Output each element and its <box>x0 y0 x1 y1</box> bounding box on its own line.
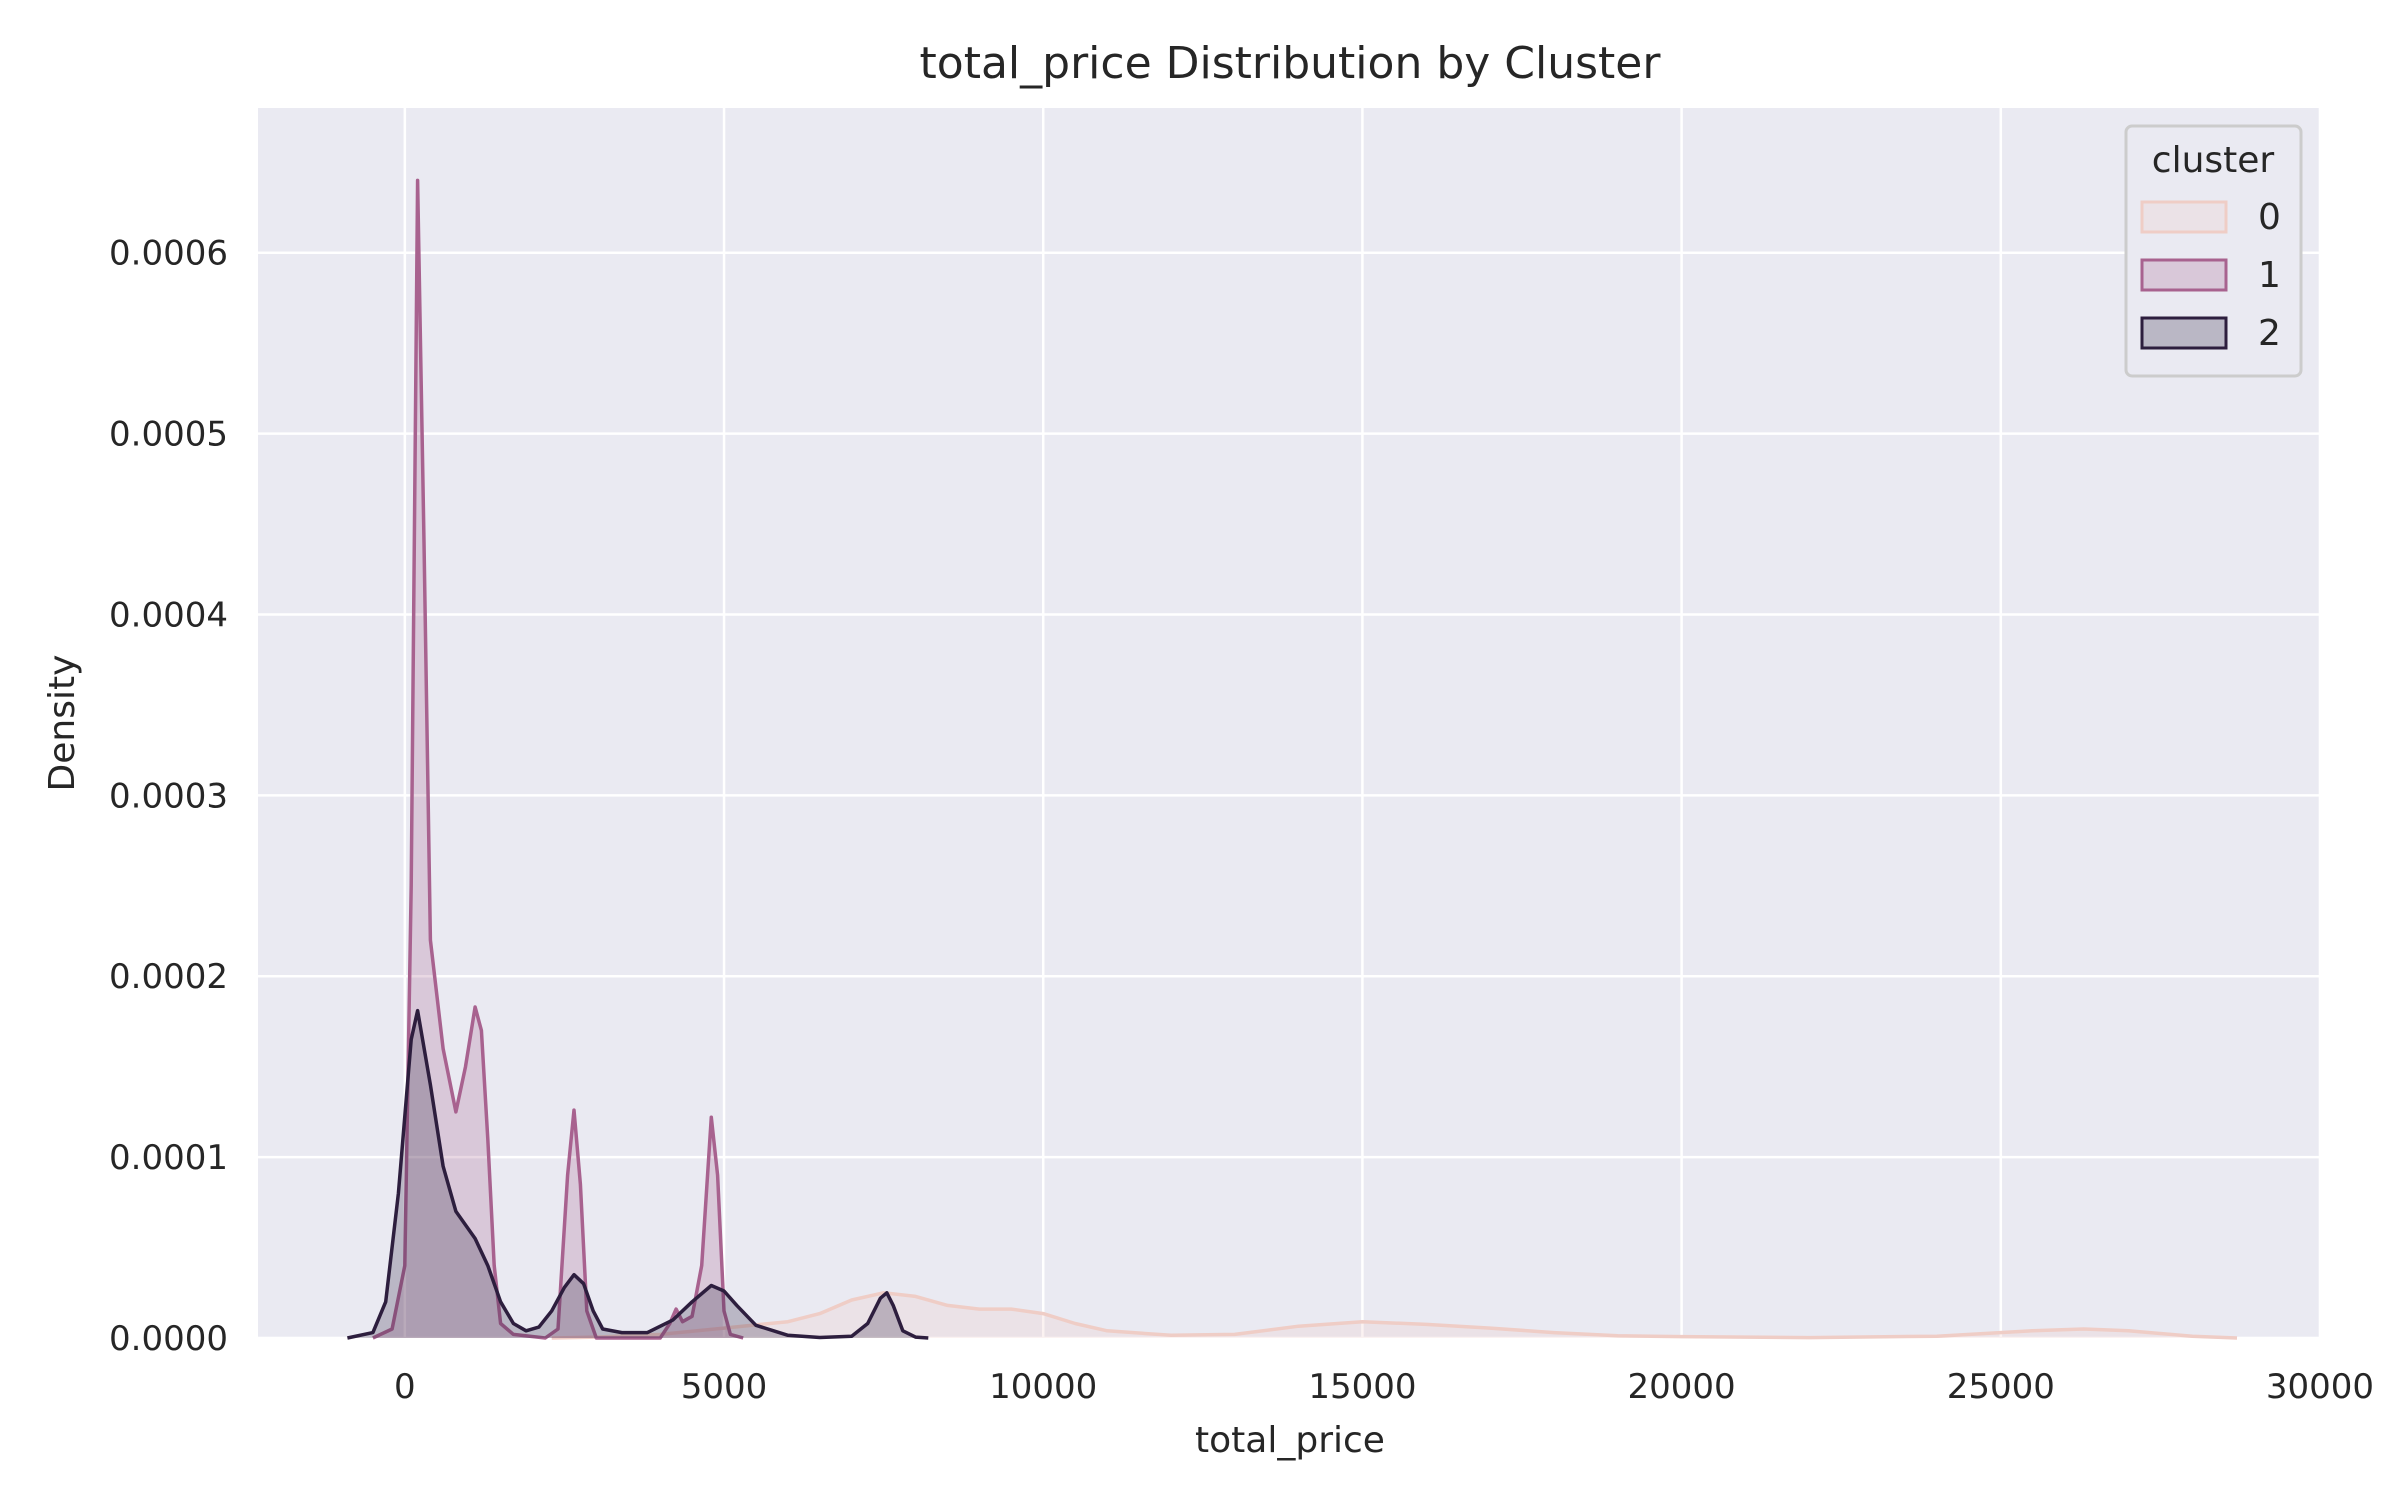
x-tick-label: 10000 <box>989 1367 1097 1407</box>
x-tick-label: 30000 <box>2266 1367 2374 1407</box>
legend-frame <box>2124 124 2303 378</box>
legend-swatch <box>2140 258 2228 292</box>
legend-item-cluster-1: 1 <box>2140 255 2281 296</box>
legend-items: 0 1 2 <box>2140 197 2281 354</box>
x-tick-label: 15000 <box>1308 1367 1416 1407</box>
legend-title: cluster <box>2152 140 2275 181</box>
y-tick-label: 0.0000 <box>109 1319 228 1359</box>
x-tick-labels: 0 5000 10000 15000 20000 25000 30000 <box>394 1367 2374 1407</box>
x-tick-label: 5000 <box>681 1367 768 1407</box>
plot-background <box>258 108 2320 1338</box>
x-tick-label: 0 <box>394 1367 416 1407</box>
y-axis-label: Density <box>42 655 83 792</box>
y-tick-label: 0.0002 <box>109 957 228 997</box>
legend-label: 2 <box>2258 313 2281 354</box>
legend-swatch <box>2140 316 2228 350</box>
legend-label: 0 <box>2258 197 2281 238</box>
grid-lines <box>258 108 2322 1340</box>
x-tick-label: 25000 <box>1947 1367 2055 1407</box>
legend-item-cluster-0: 0 <box>2140 197 2281 238</box>
y-tick-label: 0.0001 <box>109 1138 228 1178</box>
density-line-cluster-2 <box>347 1008 929 1340</box>
legend-item-cluster-2: 2 <box>2140 313 2281 354</box>
y-tick-label: 0.0005 <box>109 415 228 455</box>
x-axis-label: total_price <box>1195 1420 1385 1461</box>
y-tick-labels: 0.0000 0.0001 0.0002 0.0003 0.0004 0.0005 0.00… <box>109 234 228 1359</box>
legend-label: 1 <box>2258 255 2281 296</box>
legend: cluster 0 1 2 <box>2124 124 2303 378</box>
density-area-cluster-2 <box>347 1010 929 1338</box>
y-tick-label: 0.0006 <box>109 234 228 274</box>
chart-title: total_price Distribution by Cluster <box>920 38 1662 89</box>
density-line-cluster-0 <box>551 1291 2238 1340</box>
y-tick-label: 0.0004 <box>109 595 228 635</box>
x-tick-label: 20000 <box>1628 1367 1736 1407</box>
density-line-cluster-1 <box>372 178 744 1340</box>
density-series <box>347 178 2238 1340</box>
y-tick-label: 0.0003 <box>109 776 228 816</box>
density-area-cluster-0 <box>551 1292 2238 1338</box>
legend-swatch <box>2140 200 2228 234</box>
